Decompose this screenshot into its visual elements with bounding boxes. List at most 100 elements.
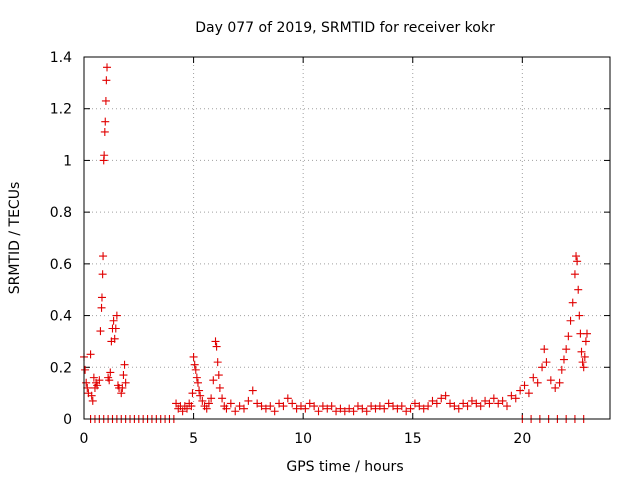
data-point	[103, 63, 112, 72]
data-point	[226, 399, 235, 408]
data-point	[538, 363, 547, 372]
data-point	[574, 285, 583, 294]
y-tick-label: 0	[63, 412, 72, 428]
data-point	[301, 404, 310, 413]
data-point	[581, 337, 590, 346]
data-point	[110, 334, 119, 343]
grid-layer	[84, 57, 610, 419]
data-point	[88, 396, 97, 405]
data-point	[97, 293, 106, 302]
data-point	[546, 376, 555, 385]
data-points	[80, 63, 591, 423]
y-axis-label: SRMTID / TECUs	[7, 182, 23, 295]
data-point	[389, 402, 398, 411]
data-point	[279, 402, 288, 411]
x-tick-label: 5	[189, 431, 198, 447]
data-point	[119, 371, 128, 380]
data-point	[459, 399, 468, 408]
data-point	[100, 127, 109, 136]
data-point	[89, 373, 98, 382]
data-point	[121, 378, 130, 387]
data-point	[275, 399, 284, 408]
data-point	[441, 391, 450, 400]
y-tick-label: 1.4	[50, 50, 72, 66]
data-point	[402, 407, 411, 416]
data-point	[244, 396, 253, 405]
data-point	[340, 407, 349, 416]
data-point	[327, 402, 336, 411]
data-point	[183, 404, 192, 413]
data-point	[502, 402, 511, 411]
data-point	[82, 378, 91, 387]
data-point	[178, 407, 187, 416]
data-point	[349, 407, 358, 416]
data-point	[187, 402, 196, 411]
data-point	[253, 399, 262, 408]
data-point	[566, 316, 575, 325]
chart-title: Day 077 of 2019, SRMTID for receiver kok…	[195, 20, 495, 36]
data-point	[463, 402, 472, 411]
data-point	[86, 350, 95, 359]
data-point	[120, 360, 129, 369]
data-point	[218, 394, 227, 403]
data-point	[332, 407, 341, 416]
data-point	[111, 324, 120, 333]
data-point	[100, 151, 109, 160]
data-point	[498, 396, 507, 405]
data-point	[415, 402, 424, 411]
data-point	[410, 399, 419, 408]
data-point	[362, 407, 371, 416]
data-point	[196, 391, 205, 400]
data-point	[190, 360, 199, 369]
data-point	[481, 396, 490, 405]
y-tick-label: 0.6	[50, 257, 72, 273]
data-point	[231, 407, 240, 416]
data-point	[118, 383, 127, 392]
data-point	[520, 381, 529, 390]
data-point	[87, 391, 96, 400]
data-point	[215, 383, 224, 392]
data-point	[529, 373, 538, 382]
data-point	[106, 368, 115, 377]
data-point	[489, 394, 498, 403]
data-point	[476, 402, 485, 411]
data-point	[99, 252, 108, 261]
data-point	[261, 404, 270, 413]
data-point	[424, 402, 433, 411]
data-point	[95, 376, 104, 385]
y-tick-label: 1.2	[50, 102, 72, 118]
x-tick-label: 20	[513, 431, 531, 447]
data-point	[397, 402, 406, 411]
data-point	[524, 389, 533, 398]
data-point	[93, 381, 102, 390]
data-point	[472, 399, 481, 408]
data-point	[564, 332, 573, 341]
data-point	[257, 402, 266, 411]
y-tick-label: 0.2	[50, 360, 72, 376]
data-point	[516, 386, 525, 395]
data-point	[296, 402, 305, 411]
data-point	[248, 386, 257, 395]
data-point	[358, 404, 367, 413]
data-point	[533, 378, 542, 387]
data-point	[579, 363, 588, 372]
data-point	[109, 316, 118, 325]
data-point	[345, 404, 354, 413]
data-point	[283, 394, 292, 403]
data-point	[310, 402, 319, 411]
data-point	[212, 342, 221, 351]
data-point	[213, 358, 222, 367]
data-point	[101, 117, 110, 126]
data-point	[83, 383, 92, 392]
data-point	[371, 404, 380, 413]
data-point	[380, 404, 389, 413]
data-point	[353, 402, 362, 411]
x-tick-label: 0	[80, 431, 89, 447]
data-point	[323, 404, 332, 413]
data-point	[542, 358, 551, 367]
data-point	[292, 404, 301, 413]
data-point	[222, 404, 231, 413]
data-point	[193, 378, 202, 387]
plot-frame	[83, 56, 611, 420]
